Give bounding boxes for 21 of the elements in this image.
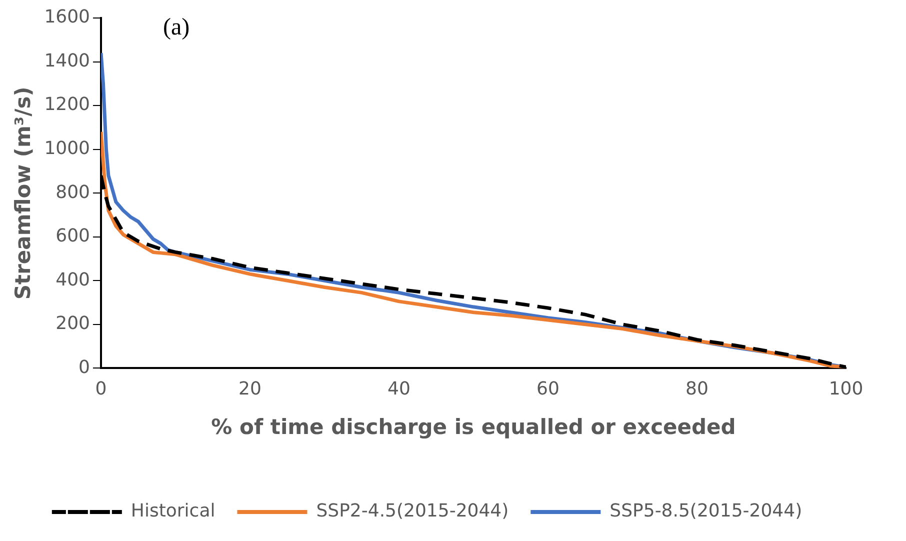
y-tick-label: 1200 xyxy=(44,94,90,116)
y-axis-title: Streamflow (m³/s) xyxy=(11,86,36,300)
x-tick-label: 80 xyxy=(686,378,708,400)
legend-label: SSP2-4.5(2015-2044) xyxy=(316,500,509,522)
x-tick-label: 0 xyxy=(95,378,107,400)
x-tick-label: 60 xyxy=(536,378,560,400)
y-tick-label: 1400 xyxy=(44,50,90,72)
annotation: (a) xyxy=(163,14,190,40)
x-tick-label: 40 xyxy=(388,378,410,400)
y-tick-label: 200 xyxy=(56,313,90,334)
y-tick-label: 800 xyxy=(56,182,90,203)
legend-label: SSP5-8.5(2015-2044) xyxy=(610,500,802,522)
x-tick-label: 100 xyxy=(828,378,864,400)
legend-label: Historical xyxy=(130,500,216,522)
x-tick-label: 20 xyxy=(238,378,262,400)
y-tick-label: 600 xyxy=(56,226,90,247)
y-tick-label: 1600 xyxy=(44,6,90,28)
y-tick-label: 0 xyxy=(78,356,90,378)
y-tick-label: 400 xyxy=(56,269,90,290)
y-tick-label: 1000 xyxy=(44,138,90,159)
x-axis-title: % of time discharge is equalled or exceeded xyxy=(211,414,736,439)
